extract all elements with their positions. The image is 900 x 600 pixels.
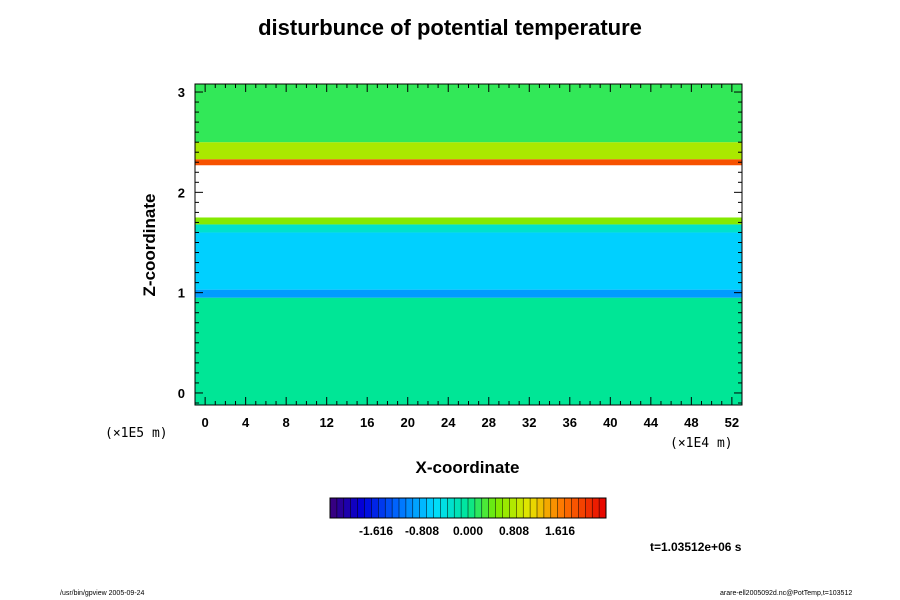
colorbar-segment <box>523 498 531 518</box>
colorbar-segment <box>364 498 372 518</box>
colorbar-segment <box>530 498 538 518</box>
colorbar-segment <box>350 498 358 518</box>
x-tick-label: 40 <box>603 415 617 430</box>
colorbar-segment <box>537 498 545 518</box>
colorbar-segment <box>405 498 414 518</box>
colorbar-segment <box>454 498 462 518</box>
colorbar-segment <box>564 498 572 518</box>
colorbar-segment <box>385 498 393 518</box>
colorbar-segment <box>426 498 434 518</box>
x-axis-scale-label: (×1E4 m) <box>670 436 733 451</box>
y-tick-label: 2 <box>178 185 185 200</box>
colorbar-segment <box>502 498 510 518</box>
x-tick-label: 48 <box>684 415 698 430</box>
y-axis-scale-label: (×1E5 m) <box>105 426 168 441</box>
colorbar-tick-label: 1.616 <box>545 524 575 538</box>
colorbar-segment <box>330 498 338 518</box>
colorbar-segment <box>336 498 345 518</box>
x-tick-label: 12 <box>319 415 333 430</box>
field-band-1 <box>195 289 742 298</box>
y-tick-label: 1 <box>178 286 185 301</box>
x-tick-label: 36 <box>563 415 577 430</box>
x-tick-label: 32 <box>522 415 536 430</box>
colorbar-segment <box>474 498 483 518</box>
field-band-8 <box>195 84 742 143</box>
x-tick-label: 52 <box>725 415 739 430</box>
colorbar-tick-label: 0.000 <box>453 524 483 538</box>
colorbar-segment <box>571 498 579 518</box>
colorbar-frame <box>329 497 607 519</box>
x-tick-label: 20 <box>400 415 414 430</box>
colorbar-segment <box>461 498 469 518</box>
colorbar-segment <box>399 498 407 518</box>
field-band-2 <box>195 232 742 290</box>
colorbar-segment <box>516 498 524 518</box>
colorbar-tick-label: -0.808 <box>405 524 439 538</box>
footer-command: /usr/bin/gpview 2005-09-24 <box>60 590 145 597</box>
x-tick-label: 28 <box>482 415 496 430</box>
colorbar-segment <box>371 498 379 518</box>
colorbar-segment <box>447 498 455 518</box>
field-band-5 <box>195 165 742 218</box>
colorbar-segment <box>557 498 565 518</box>
colorbar-segment <box>509 498 517 518</box>
colorbar-segment <box>550 498 559 518</box>
colorbar-segment <box>343 498 352 518</box>
field-band-3 <box>195 224 742 233</box>
field-band-0 <box>195 297 742 405</box>
colorbar-segment <box>433 498 441 518</box>
colorbar-segment <box>412 498 421 518</box>
x-tick-label: 8 <box>283 415 290 430</box>
x-tick-label: 24 <box>441 415 456 430</box>
colorbar-tick-label: -1.616 <box>359 524 393 538</box>
colorbar-segment <box>357 498 365 518</box>
colorbar-segment <box>495 498 503 518</box>
field-band-6 <box>195 159 742 166</box>
colorbar-segment <box>481 498 490 518</box>
colorbar-segment <box>440 498 448 518</box>
field-band-4 <box>195 217 742 225</box>
time-label: t=1.03512e+06 s <box>650 540 742 554</box>
x-tick-label: 16 <box>360 415 374 430</box>
colorbar-segment <box>543 498 552 518</box>
x-tick-label: 4 <box>242 415 250 430</box>
field-band-7 <box>195 142 742 160</box>
colorbar-segment <box>488 498 496 518</box>
colorbar-segment <box>419 498 427 518</box>
colorbar-segment <box>378 498 386 518</box>
colorbar-segment <box>599 498 607 518</box>
footer-source: arare-ell2005092d.nc@PotTemp,t=103512 <box>720 590 853 597</box>
colorbar-segment <box>592 498 600 518</box>
chart-title: disturbunce of potential temperature <box>258 15 642 40</box>
y-tick-label: 3 <box>178 85 185 100</box>
y-tick-label: 0 <box>178 386 185 401</box>
colorbar-segment <box>578 498 586 518</box>
colorbar-tick-label: 0.808 <box>499 524 529 538</box>
x-tick-label: 44 <box>644 415 659 430</box>
colorbar-segment <box>468 498 476 518</box>
x-axis-label: X-coordinate <box>415 458 520 477</box>
colorbar-segment <box>392 498 400 518</box>
colorbar-segment <box>585 498 593 518</box>
x-tick-label: 0 <box>202 415 209 430</box>
